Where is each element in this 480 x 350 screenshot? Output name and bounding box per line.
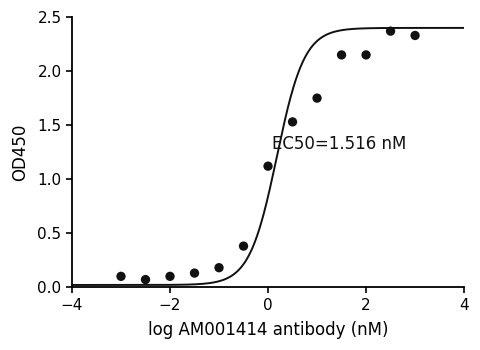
Point <box>240 243 247 249</box>
Point <box>142 277 149 282</box>
Point <box>362 52 370 58</box>
Point <box>117 274 125 279</box>
Point <box>288 119 296 125</box>
Point <box>338 52 346 58</box>
Point <box>191 270 198 276</box>
Y-axis label: OD450: OD450 <box>11 124 29 181</box>
Point <box>264 163 272 169</box>
Point <box>387 28 395 34</box>
Point <box>313 95 321 101</box>
Text: EC50=1.516 nM: EC50=1.516 nM <box>272 135 407 153</box>
Point <box>411 33 419 38</box>
Point <box>215 265 223 271</box>
Point <box>166 274 174 279</box>
X-axis label: log AM001414 antibody (nM): log AM001414 antibody (nM) <box>148 321 388 339</box>
